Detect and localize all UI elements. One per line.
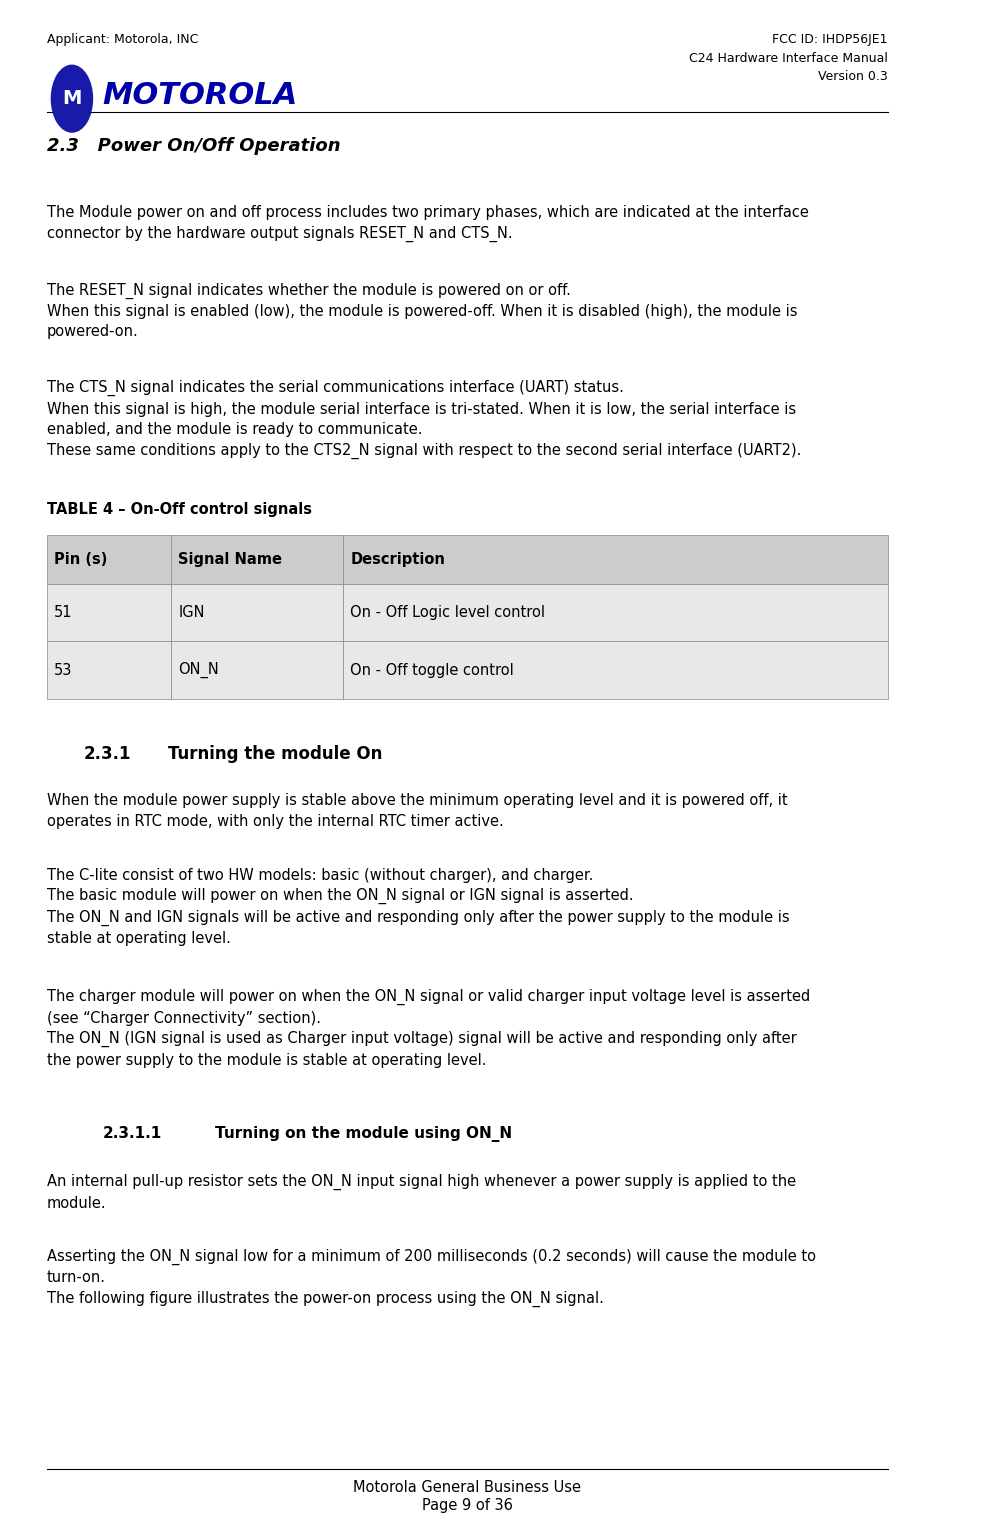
FancyBboxPatch shape — [343, 642, 888, 700]
Text: 2.3.1: 2.3.1 — [84, 745, 131, 762]
Text: The C-lite consist of two HW models: basic (without charger), and charger.
The b: The C-lite consist of two HW models: bas… — [47, 868, 790, 946]
Text: An internal pull-up resistor sets the ON_N input signal high whenever a power su: An internal pull-up resistor sets the ON… — [47, 1175, 796, 1211]
FancyBboxPatch shape — [171, 642, 343, 700]
FancyBboxPatch shape — [343, 583, 888, 642]
Text: TABLE 4 – On-Off control signals: TABLE 4 – On-Off control signals — [47, 501, 312, 516]
Text: The Module power on and off process includes two primary phases, which are indic: The Module power on and off process incl… — [47, 205, 808, 241]
Text: M: M — [62, 90, 81, 108]
Text: IGN: IGN — [179, 606, 205, 619]
Text: Turning on the module using ON_N: Turning on the module using ON_N — [215, 1126, 512, 1142]
FancyBboxPatch shape — [47, 583, 171, 642]
Text: Turning the module On: Turning the module On — [168, 745, 383, 762]
Text: 2.3   Power On/Off Operation: 2.3 Power On/Off Operation — [47, 137, 340, 155]
Text: MOTOROLA: MOTOROLA — [103, 80, 298, 111]
Text: Applicant: Motorola, INC: Applicant: Motorola, INC — [47, 33, 198, 47]
Text: C24 Hardware Interface Manual: C24 Hardware Interface Manual — [689, 52, 888, 65]
Text: Description: Description — [350, 553, 445, 566]
Text: On - Off toggle control: On - Off toggle control — [350, 663, 514, 677]
Text: Asserting the ON_N signal low for a minimum of 200 milliseconds (0.2 seconds) wi: Asserting the ON_N signal low for a mini… — [47, 1249, 816, 1307]
FancyBboxPatch shape — [343, 536, 888, 583]
Text: Motorola General Business Use: Motorola General Business Use — [353, 1480, 581, 1495]
FancyBboxPatch shape — [171, 536, 343, 583]
Text: 53: 53 — [54, 663, 73, 677]
Text: When the module power supply is stable above the minimum operating level and it : When the module power supply is stable a… — [47, 794, 788, 829]
FancyBboxPatch shape — [171, 583, 343, 642]
Text: Pin (s): Pin (s) — [54, 553, 108, 566]
FancyBboxPatch shape — [47, 642, 171, 700]
Text: 2.3.1.1: 2.3.1.1 — [103, 1126, 162, 1140]
Text: Page 9 of 36: Page 9 of 36 — [422, 1498, 512, 1513]
Text: On - Off Logic level control: On - Off Logic level control — [350, 606, 545, 619]
Circle shape — [51, 65, 92, 132]
Text: Version 0.3: Version 0.3 — [818, 70, 888, 83]
Text: The charger module will power on when the ON_N signal or valid charger input vol: The charger module will power on when th… — [47, 990, 810, 1067]
Text: 51: 51 — [54, 606, 73, 619]
Text: FCC ID: IHDP56JE1: FCC ID: IHDP56JE1 — [772, 33, 888, 47]
FancyBboxPatch shape — [47, 536, 171, 583]
Text: The CTS_N signal indicates the serial communications interface (UART) status.
Wh: The CTS_N signal indicates the serial co… — [47, 380, 801, 458]
Text: The RESET_N signal indicates whether the module is powered on or off.
When this : The RESET_N signal indicates whether the… — [47, 282, 798, 340]
Text: ON_N: ON_N — [179, 662, 219, 679]
Text: Signal Name: Signal Name — [179, 553, 283, 566]
